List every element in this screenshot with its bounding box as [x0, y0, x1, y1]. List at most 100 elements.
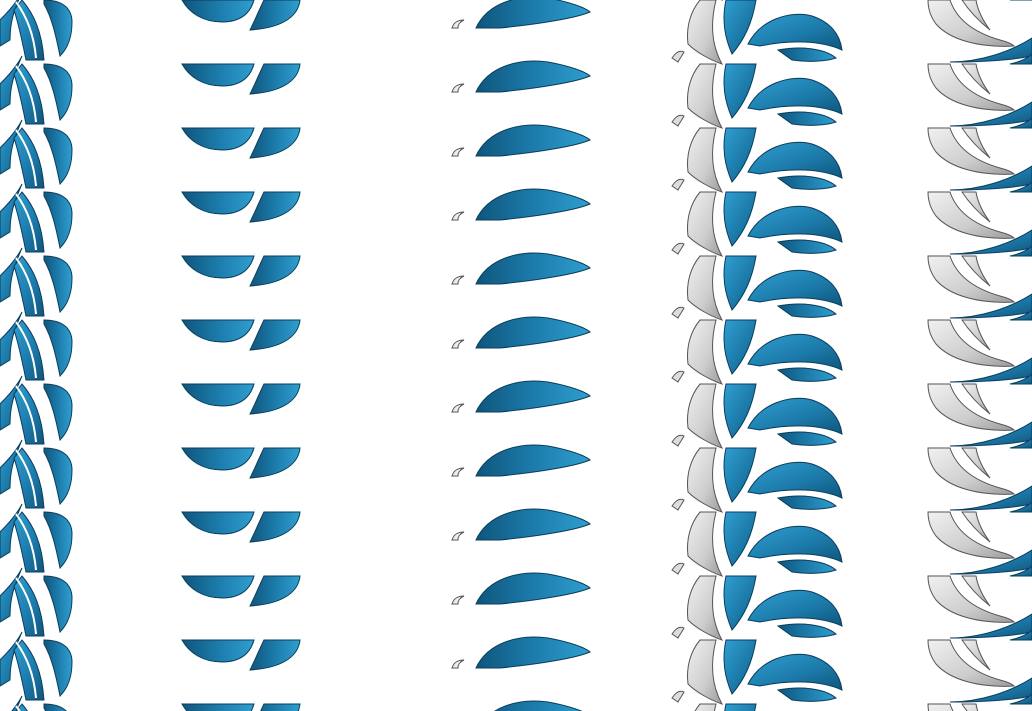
pattern-row [0, 421, 1032, 513]
swirl-blade-icon [724, 703, 757, 711]
swirl-blade-icon [723, 191, 757, 247]
crescent-blade-icon [181, 191, 255, 215]
swirl-blade-icon [723, 447, 757, 503]
fan-blade-icon [43, 63, 73, 122]
fan-blade-icon [13, 639, 45, 701]
fan-blade-icon [13, 383, 45, 445]
grey-blade-icon [927, 575, 1016, 623]
airfoil-tip-icon [451, 147, 465, 157]
curved-blade-icon [949, 229, 1032, 255]
crescent-blade-icon [181, 255, 255, 279]
grey-tip-icon [671, 242, 685, 255]
grey-blade-icon [687, 191, 724, 257]
airfoil-blade-icon [475, 636, 591, 669]
grey-blade-icon [961, 319, 991, 351]
grey-blade-icon [927, 447, 1016, 495]
grey-blade-icon [961, 383, 991, 415]
swirl-blade-icon [776, 239, 838, 254]
curved-blade-icon [949, 677, 1032, 703]
fan-blade-icon [13, 319, 45, 381]
blade-gap-line [15, 513, 37, 571]
fan-blade-icon [0, 55, 23, 111]
grey-blade-icon [961, 255, 991, 287]
crescent-blade-icon [249, 383, 301, 415]
airfoil-tip-icon [451, 19, 465, 29]
grey-blade-icon [687, 511, 724, 577]
airfoil-tip-icon [451, 467, 465, 477]
fan-blade-icon [11, 695, 23, 711]
airfoil-tip-icon [451, 531, 465, 541]
airfoil-tip-icon [451, 211, 465, 221]
grey-blade-icon [687, 255, 724, 321]
swirl-blade-icon [747, 205, 843, 243]
blade-gap-line [15, 705, 21, 711]
swirl-blade-icon [747, 525, 843, 563]
airfoil-blade-icon [475, 60, 591, 93]
airfoil-blade-icon [475, 444, 591, 477]
blade-gap-line [15, 1, 37, 59]
crescent-blade-icon [249, 447, 301, 479]
crescent-blade-icon [249, 127, 301, 159]
airfoil-tip-icon [451, 339, 465, 349]
fan-blade-icon [13, 127, 45, 189]
grey-tip-icon [671, 434, 685, 447]
fan-blade-icon [13, 63, 45, 125]
airfoil-blade-icon [494, 700, 583, 711]
swirl-blade-icon [723, 255, 757, 311]
curved-blade-icon [1009, 629, 1032, 641]
fan-blade-icon [43, 447, 73, 506]
crescent-blade-icon [181, 0, 255, 23]
fan-blade-icon [0, 503, 23, 559]
airfoil-tip-icon [451, 403, 465, 413]
grey-tip-icon [671, 626, 685, 639]
curved-blade-icon [949, 293, 1032, 319]
curved-blade-icon [1009, 53, 1032, 65]
crescent-blade-icon [181, 127, 255, 151]
fan-blade-icon [0, 439, 23, 495]
crescent-blade-icon [249, 191, 301, 223]
crescent-blade-icon [249, 511, 301, 543]
curved-blade-icon [949, 613, 1032, 639]
swirl-blade-icon [747, 653, 843, 691]
swirl-blade-icon [747, 269, 843, 307]
fan-blade-icon [13, 191, 45, 253]
grey-blade-icon [961, 639, 991, 671]
fan-blade-icon [0, 631, 23, 687]
airfoil-blade-icon [475, 508, 591, 541]
grey-blade-icon [687, 447, 724, 513]
curved-blade-icon [1009, 693, 1032, 705]
grey-blade-icon [927, 255, 1016, 303]
grey-blade-icon [687, 575, 724, 641]
swirl-blade-icon [776, 559, 838, 574]
fan-blade-icon [13, 511, 45, 573]
grey-blade-icon [927, 0, 1016, 47]
crescent-blade-icon [181, 383, 255, 407]
grey-blade-icon [687, 63, 724, 129]
grey-blade-icon [927, 191, 1016, 239]
pattern-row [0, 485, 1032, 577]
grey-blade-icon [961, 63, 991, 95]
fan-blade-icon [43, 127, 73, 186]
grey-blade-icon [961, 127, 991, 159]
swirl-blade-icon [747, 333, 843, 371]
crescent-blade-icon [181, 63, 255, 87]
crescent-blade-icon [181, 447, 255, 471]
grey-blade-icon [961, 511, 991, 543]
swirl-blade-icon [723, 319, 757, 375]
fan-blade-icon [43, 383, 73, 442]
swirl-blade-icon [747, 77, 843, 115]
swirl-blade-icon [723, 63, 757, 119]
grey-blade-icon [961, 575, 991, 607]
swirl-blade-icon [776, 495, 838, 510]
pattern-row [0, 101, 1032, 193]
fan-blade-icon [43, 639, 73, 698]
swirl-blade-icon [747, 589, 843, 627]
curved-blade-icon [949, 421, 1032, 447]
grey-tip-icon [671, 50, 685, 63]
grey-blade-icon [927, 319, 1016, 367]
crescent-blade-icon [249, 0, 301, 31]
pattern-row [0, 293, 1032, 385]
grey-blade-icon [961, 0, 991, 31]
curved-blade-icon [1009, 181, 1032, 193]
